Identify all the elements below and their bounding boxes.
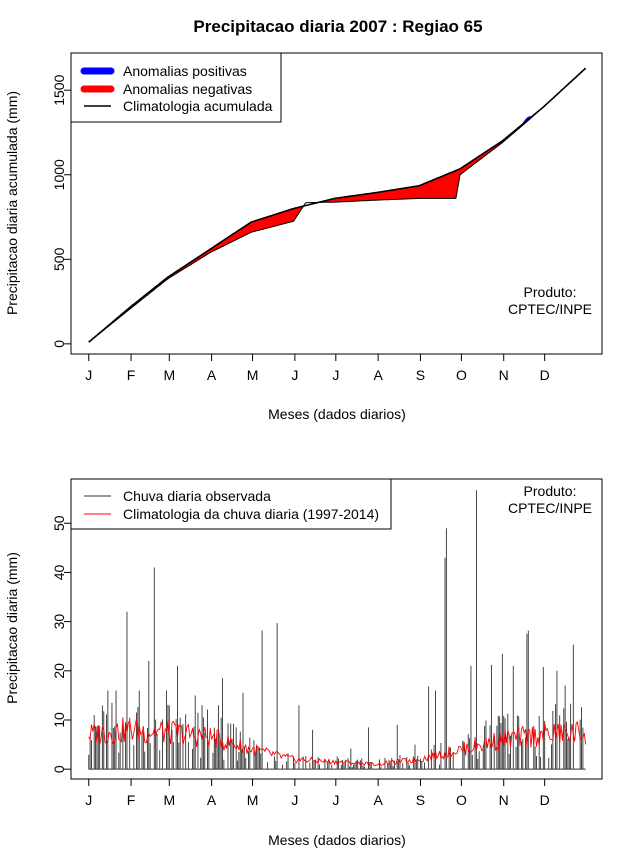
legend-label-observed: Chuva diaria observada (123, 488, 271, 504)
daily-xtick-label-2: M (163, 792, 175, 808)
daily-legend: Chuva diaria observada Climatologia da c… (70, 478, 392, 530)
accumulated-xtick-label-8: S (416, 367, 425, 383)
daily-xtick-label-11: D (540, 792, 550, 808)
accumulated-ytick-label-0: 0 (51, 340, 67, 348)
accumulated-ytick-label-500: 500 (51, 247, 67, 271)
daily-x-label: Meses (dados diarios) (268, 832, 406, 848)
climatology-daily-line (88, 717, 587, 767)
accumulated-xtick-label-6: J (332, 367, 339, 383)
daily-xtick-label-3: A (207, 792, 217, 808)
accumulated-xtick-label-10: N (499, 367, 509, 383)
daily-xtick-label-0: J (85, 792, 92, 808)
accumulated-ytick-label-1000: 1000 (51, 159, 67, 190)
accumulated-xtick-label-2: M (163, 367, 175, 383)
daily-ytick-label-40: 40 (51, 564, 67, 580)
daily-xtick-label-1: F (127, 792, 136, 808)
daily-ytick-label-30: 30 (51, 614, 67, 630)
accumulated-x-label: Meses (dados diarios) (268, 406, 406, 422)
product-source-bottom: CPTEC/INPE (508, 500, 592, 516)
accumulated-xtick-label-0: J (85, 367, 92, 383)
daily-xtick-label-5: J (291, 792, 298, 808)
accumulated-plot-frame (70, 52, 603, 355)
daily-xtick-label-7: A (373, 792, 383, 808)
accumulated-xtick-label-5: J (291, 367, 298, 383)
legend-box (70, 478, 392, 530)
product-label-top: Produto: (524, 284, 577, 300)
daily-ytick-label-10: 10 (51, 712, 67, 728)
legend-label-climatology: Climatologia acumulada (123, 98, 273, 114)
legend-label-positive: Anomalias positivas (123, 63, 247, 79)
climatology-accumulated-line (88, 67, 587, 343)
daily-ytick-label-50: 50 (51, 515, 67, 531)
product-label-bottom: Produto: (524, 483, 577, 499)
accumulated-xtick-label-7: A (373, 367, 383, 383)
daily-xtick-label-10: N (499, 792, 509, 808)
daily-xtick-label-4: M (247, 792, 259, 808)
figure-title: Precipitacao diaria 2007 : Regiao 65 (193, 17, 482, 36)
accumulated-xtick-label-1: F (127, 367, 136, 383)
daily-xtick-label-6: J (332, 792, 339, 808)
product-source-top: CPTEC/INPE (508, 301, 592, 317)
accumulated-chart: 0 500 1000 1500 J F M A M J J A S O N D Precipitacao d… (4, 52, 603, 422)
accumulated-y-label: Precipitacao diaria acumulada (mm) (4, 91, 20, 315)
daily-chart: 0 10 20 30 40 50 J F M A M J J A S O N D Precipitacao di… (4, 478, 603, 848)
accumulated-legend: Anomalias positivas Anomalias negativas … (70, 52, 282, 123)
accumulated-xtick-label-3: A (207, 367, 217, 383)
observed-accumulated-line (88, 67, 586, 343)
legend-label-climatology-daily: Climatologia da chuva diaria (1997-2014) (123, 506, 379, 522)
legend-label-negative: Anomalias negativas (123, 81, 252, 97)
daily-ytick-label-0: 0 (51, 765, 67, 773)
daily-xtick-label-9: O (456, 792, 467, 808)
accumulated-xtick-label-9: O (456, 367, 467, 383)
accumulated-ytick-label-1500: 1500 (51, 74, 67, 105)
daily-ytick-label-20: 20 (51, 663, 67, 679)
daily-y-label: Precipitacao diaria (mm) (4, 552, 20, 704)
accumulated-xtick-label-11: D (540, 367, 550, 383)
daily-xtick-label-8: S (416, 792, 425, 808)
accumulated-xtick-label-4: M (247, 367, 259, 383)
